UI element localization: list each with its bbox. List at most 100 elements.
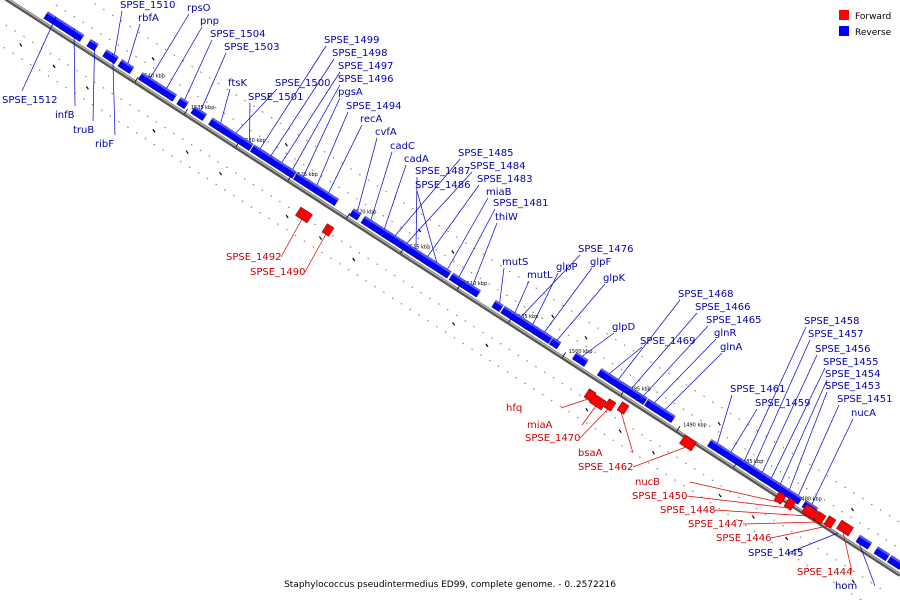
kbp-tick bbox=[346, 213, 351, 219]
guide-line bbox=[0, 20, 889, 594]
feature-tick bbox=[452, 322, 456, 326]
gene-label-reverse: glnA bbox=[720, 342, 742, 353]
gene-shine bbox=[620, 381, 643, 397]
leader-line bbox=[447, 197, 489, 270]
forward-gene bbox=[773, 491, 787, 505]
gene-shine bbox=[402, 240, 411, 248]
leader-line bbox=[618, 299, 681, 380]
leader-line bbox=[581, 405, 597, 426]
feature-tick bbox=[485, 343, 489, 348]
gene-label-reverse: SPSE_1485 bbox=[458, 148, 514, 159]
gene-shine bbox=[793, 492, 803, 500]
gene-body bbox=[102, 49, 119, 65]
gene-label-reverse: mutS bbox=[502, 257, 528, 268]
gene-shine bbox=[364, 216, 377, 226]
feature-tick bbox=[151, 57, 155, 61]
gene-label-forward: hfq bbox=[506, 403, 522, 414]
gene-label-reverse: SPSE_1454 bbox=[825, 369, 881, 380]
leader-line bbox=[415, 176, 418, 249]
reverse-gene bbox=[716, 445, 742, 466]
gene-label-reverse: miaB bbox=[486, 187, 512, 198]
gene-label-forward: SPSE_1450 bbox=[632, 491, 688, 502]
forward-gene bbox=[589, 393, 607, 411]
gene-shine bbox=[503, 306, 526, 321]
feature-tick bbox=[85, 86, 89, 90]
gene-shine bbox=[452, 272, 466, 283]
leader-line bbox=[92, 41, 96, 122]
gene-shine bbox=[719, 445, 742, 460]
leader-line bbox=[643, 325, 709, 396]
gene-label-reverse: SPSE_1465 bbox=[706, 315, 762, 326]
gene-body bbox=[321, 223, 335, 237]
reverse-gene bbox=[152, 81, 178, 102]
genome-backbone bbox=[4, 0, 900, 577]
kbp-label: 1480 kbp bbox=[798, 497, 822, 503]
gene-label-reverse: SPSE_1500 bbox=[275, 78, 331, 89]
feature-tick bbox=[584, 336, 588, 340]
gene-body bbox=[603, 398, 617, 412]
leader-line bbox=[789, 391, 828, 490]
gene-label-reverse: SPSE_1466 bbox=[695, 302, 751, 313]
gene-body bbox=[589, 393, 607, 411]
leader-line bbox=[560, 398, 589, 409]
gene-label-reverse: pgsA bbox=[338, 87, 363, 98]
gene-body bbox=[59, 21, 85, 42]
gene-label-reverse: thiW bbox=[495, 212, 518, 223]
gene-label-forward: SPSE_1447 bbox=[688, 519, 744, 530]
gene-shine bbox=[425, 255, 447, 271]
feature-tick bbox=[751, 515, 755, 519]
legend-swatch-forward bbox=[839, 10, 849, 20]
reverse-gene bbox=[221, 126, 247, 147]
gene-label-reverse: cvfA bbox=[375, 127, 397, 138]
leader-line bbox=[200, 52, 227, 111]
gene-label-reverse: cadA bbox=[404, 154, 429, 165]
kbp-tick bbox=[562, 352, 567, 358]
leader-line bbox=[514, 280, 530, 313]
leader-line bbox=[532, 272, 559, 325]
leader-line bbox=[150, 13, 190, 78]
gene-shine bbox=[739, 458, 749, 465]
gene-shine bbox=[287, 166, 297, 174]
gene-body bbox=[152, 81, 178, 102]
gene-shine bbox=[638, 393, 648, 400]
feature-tick bbox=[451, 250, 455, 254]
gene-label-reverse: mutL bbox=[527, 270, 553, 281]
gene-shine bbox=[877, 546, 890, 556]
leader-line bbox=[842, 531, 853, 573]
gene-shine bbox=[105, 49, 119, 59]
feature-tick bbox=[52, 64, 56, 69]
gene-shine bbox=[244, 139, 254, 146]
gene-label-reverse: SPSE_1503 bbox=[224, 42, 280, 53]
leader-line bbox=[472, 222, 498, 286]
gene-label-forward: SPSE_1448 bbox=[660, 505, 716, 516]
feature-tick bbox=[850, 507, 854, 512]
leader-line bbox=[235, 88, 278, 134]
gene-labels: SPSE_1510 rbfA rpsO pnp SPSE_1504 SPSE_1503 SP… bbox=[2, 0, 893, 592]
gene-label-reverse: SPSE_1453 bbox=[825, 381, 881, 392]
gene-body bbox=[836, 519, 854, 537]
gene-label-reverse: SPSE_1512 bbox=[2, 95, 58, 106]
feature-tick bbox=[219, 171, 223, 176]
kbp-label: 1505 kbp bbox=[515, 314, 539, 320]
leader-line bbox=[654, 338, 717, 403]
leader-line bbox=[780, 379, 828, 484]
gene-shine bbox=[121, 59, 134, 69]
gene-shine bbox=[141, 72, 159, 85]
gene-label-reverse: SPSE_1483 bbox=[477, 174, 533, 185]
leader-line bbox=[280, 218, 303, 258]
leader-line bbox=[811, 418, 854, 505]
gene-label-reverse: SPSE_1504 bbox=[210, 29, 266, 40]
gene-label-reverse: hom bbox=[835, 581, 857, 592]
gene-body bbox=[716, 445, 742, 466]
gene-shine bbox=[526, 320, 539, 330]
gene-body bbox=[548, 337, 562, 350]
gene-label-reverse: SPSE_1494 bbox=[346, 101, 402, 112]
gene-shine bbox=[270, 155, 292, 171]
gene-label-reverse: SPSE_1451 bbox=[837, 394, 893, 405]
kbp-label: 1525 kbp bbox=[294, 172, 318, 178]
gene-label-reverse: SPSE_1497 bbox=[338, 61, 394, 72]
gene-shine bbox=[575, 352, 589, 362]
reverse-gene bbox=[422, 255, 448, 276]
gene-shine bbox=[352, 208, 362, 216]
kbp-label: 1535 kbp bbox=[191, 105, 215, 111]
